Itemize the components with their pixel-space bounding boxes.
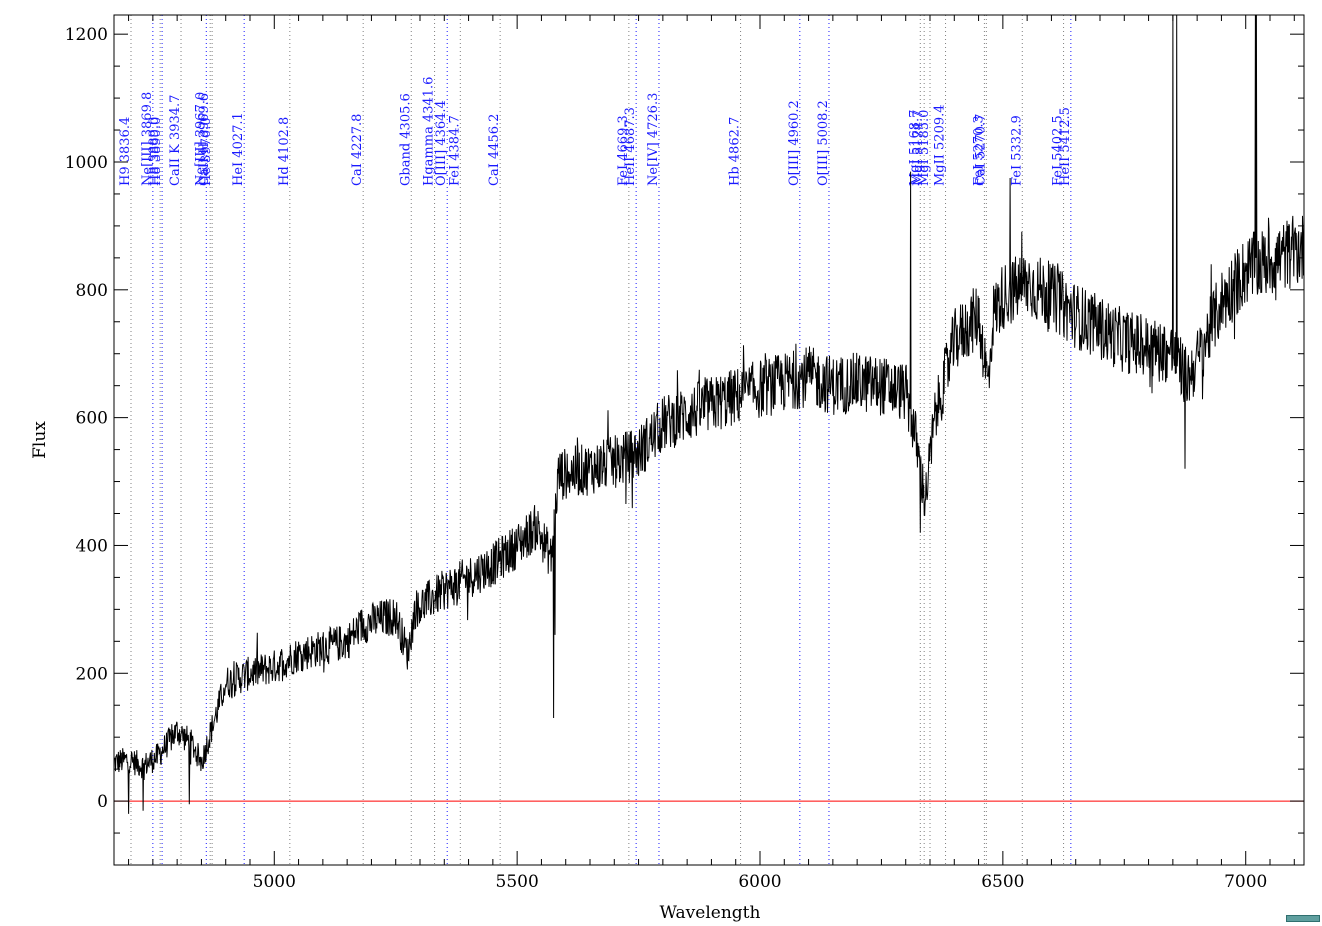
- reference-line-label: CaI 5270.7: [973, 114, 988, 186]
- reference-line-label: FeI 5270.3: [971, 115, 986, 186]
- reference-line-label: MgI 5174.7: [911, 110, 926, 186]
- reference-line-label: HeII 4687.3: [623, 107, 638, 186]
- reference-line-label: O[III] 4364.4: [434, 100, 449, 186]
- reference-line-label: CaI 4227.8: [350, 114, 365, 186]
- reference-line-label: O[III] 5008.2: [816, 100, 831, 186]
- plot-frame: [113, 14, 1305, 866]
- x-tick-label: 7000: [1224, 872, 1267, 892]
- x-tick-label: 6500: [981, 872, 1024, 892]
- reference-line-label: CaII H 3969.6: [197, 93, 212, 186]
- y-axis-title: Flux: [30, 421, 50, 459]
- reference-line-label: Hd 4102.8: [277, 117, 292, 186]
- x-tick-label: 5000: [253, 872, 296, 892]
- x-axis-title: Wavelength: [660, 903, 761, 923]
- reference-line-label: He 3970.0: [199, 117, 214, 186]
- reference-line-label: Ne[IV] 4726.3: [646, 93, 661, 186]
- reference-line-label: Ne[III] 3869.8: [140, 92, 155, 186]
- reference-line-label: Hb 4862.7: [728, 117, 743, 186]
- x-tick-label: 5500: [496, 872, 539, 892]
- reference-line-label: FeI 4669.3: [616, 115, 631, 186]
- reference-line-label: HeI 4027.1: [231, 112, 246, 186]
- reference-line-label: FeI 5332.9: [1009, 115, 1024, 186]
- reference-line-label: FeI 5402.5: [1051, 115, 1066, 186]
- corner-badge: [1286, 915, 1320, 922]
- y-tick-label: 1200: [65, 25, 108, 45]
- y-tick-label: 0: [97, 792, 108, 812]
- reference-line-label: MgII 5209.4: [933, 104, 948, 186]
- reference-line-label: Ne[III] 3967.0: [193, 92, 208, 186]
- reference-line-label: H8 3890.0: [149, 117, 164, 186]
- y-tick-label: 600: [76, 409, 108, 429]
- spectrum-line: [113, 14, 1305, 814]
- reference-line-label: H9 3836.4: [118, 117, 133, 186]
- y-tick-label: 200: [76, 664, 108, 684]
- reference-line-label: CaI 4456.2: [487, 114, 502, 186]
- reference-line-label: CaII K 3934.7: [168, 95, 183, 186]
- x-tick-label: 6000: [738, 872, 781, 892]
- reference-label-group: H9 3836.4 Ne[III] 3869.8H8 3889.0H8 3890.…: [118, 77, 1073, 186]
- y-tick-label: 1000: [65, 153, 108, 173]
- reference-line-label: FeI 4384.7: [447, 115, 462, 186]
- y-tick-label: 400: [76, 536, 108, 556]
- reference-line-label: Gband 4305.6: [398, 93, 413, 186]
- reference-line-label: O[III] 4960.2: [787, 100, 802, 186]
- reference-line-label: MgI 5185.0: [917, 110, 932, 186]
- y-tick-label: 800: [76, 281, 108, 301]
- reference-line-label: Hgamma 4341.6: [422, 77, 437, 186]
- reference-line-label: H8 3889.0: [147, 117, 162, 186]
- axes-group: 5000 5500 6000 6500 7000 0 200 400 600 800 1000 120…: [65, 14, 1305, 892]
- reference-line-label: HeII 5412.5: [1058, 107, 1073, 186]
- reference-line-label: MgI 5168.7: [907, 110, 922, 186]
